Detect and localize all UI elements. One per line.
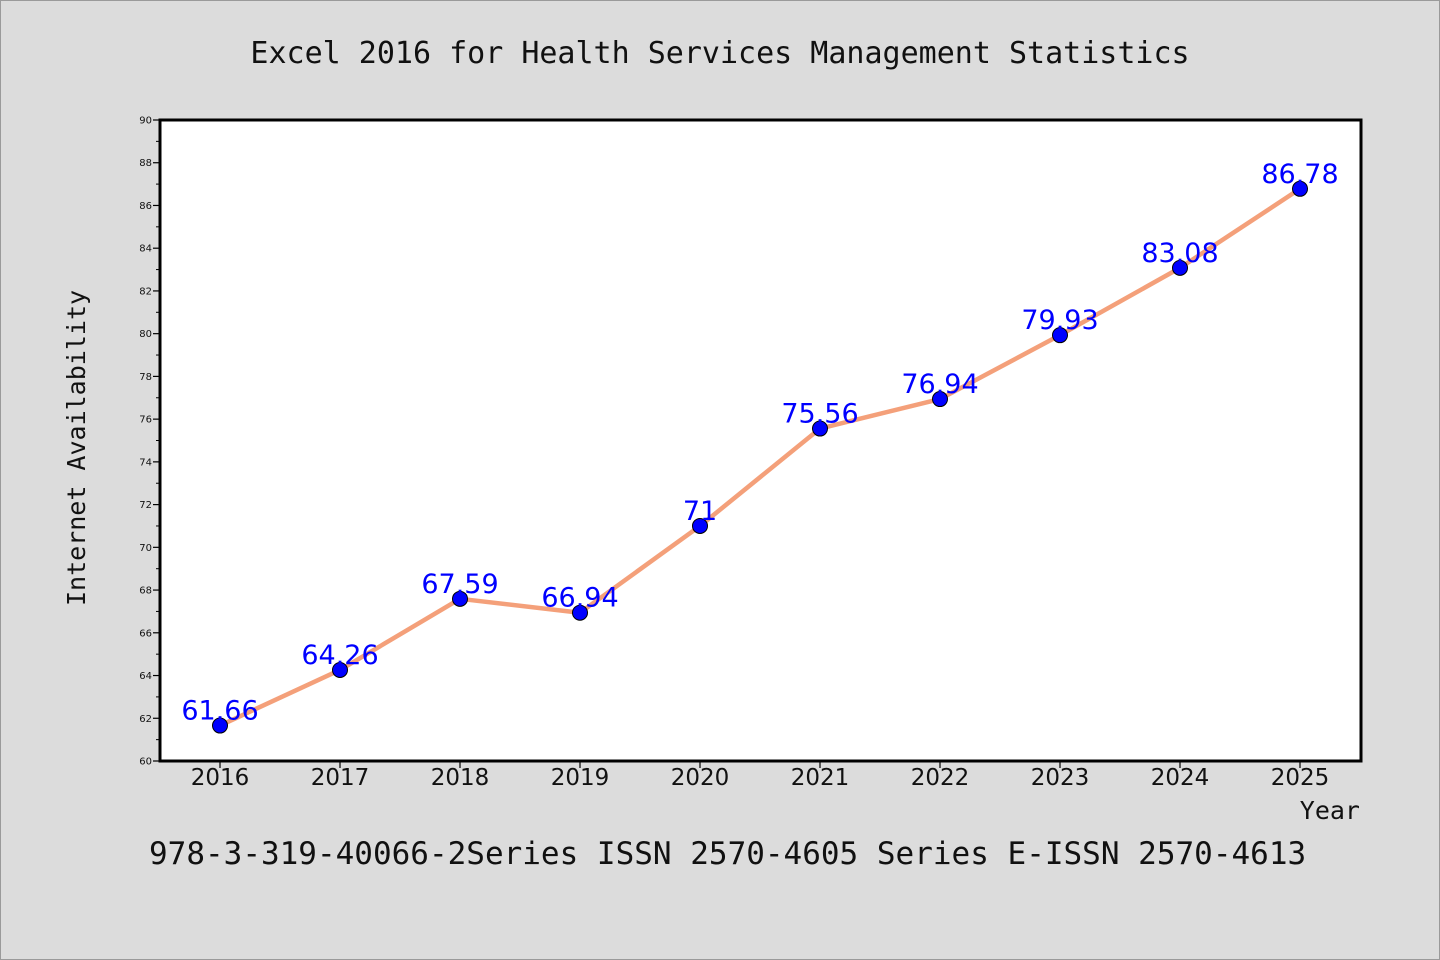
data-label: 79.93 (1021, 305, 1098, 336)
series-line (219, 186, 1302, 728)
data-point (692, 517, 708, 534)
x-tick-label: 2016 (191, 765, 250, 791)
y-tick-label: 62 (139, 714, 152, 725)
data-point (572, 604, 588, 621)
y-tick-label: 82 (139, 286, 152, 297)
footer-text: 978-3-319-40066-2Series ISSN 2570-4605 S… (149, 836, 1306, 872)
x-tick-label: 2021 (791, 765, 850, 791)
x-tick-label: 2019 (551, 765, 610, 791)
data-point (1292, 180, 1308, 197)
y-tick-label: 78 (139, 372, 152, 383)
data-point (1172, 259, 1188, 276)
data-label: 76.94 (901, 369, 978, 400)
y-tick-label: 76 (139, 415, 152, 426)
y-axis: 60 62 64 66 68 70 72 74 76 78 80 82 84 86 88 90 (139, 116, 160, 768)
data-label: 66.94 (541, 583, 618, 614)
y-tick-label: 66 (139, 628, 152, 639)
x-tick-label: 2017 (311, 765, 370, 791)
plot-area (158, 118, 1363, 763)
data-point (932, 391, 948, 408)
x-tick-label: 2022 (911, 765, 970, 791)
y-tick-label: 90 (139, 116, 152, 127)
x-axis-label: Year (1300, 796, 1360, 825)
data-label: 61.66 (181, 696, 258, 727)
y-tick-label: 64 (139, 671, 152, 682)
data-point (212, 717, 228, 734)
x-axis: 2016 2017 2018 2019 2020 2021 2022 2023 2024 2025 (191, 761, 1330, 791)
data-label: 75.56 (781, 399, 858, 430)
data-label: 71 (683, 496, 717, 527)
chart-title: Excel 2016 for Health Services Managemen… (250, 36, 1189, 71)
data-point (452, 590, 468, 607)
data-markers (212, 180, 1308, 734)
y-tick-label: 84 (139, 244, 152, 255)
y-tick-label: 80 (139, 329, 152, 340)
y-axis-label: Internet Availability (62, 290, 91, 606)
data-point (1052, 327, 1068, 344)
data-point (812, 420, 828, 437)
y-tick-label: 70 (139, 543, 152, 554)
y-tick-label: 60 (139, 757, 152, 768)
y-tick-label: 86 (139, 201, 152, 212)
y-tick-label: 74 (139, 457, 152, 468)
x-tick-label: 2025 (1271, 765, 1330, 791)
x-tick-label: 2020 (671, 765, 730, 791)
x-tick-label: 2024 (1151, 765, 1210, 791)
data-label: 67.59 (421, 569, 498, 600)
x-tick-label: 2018 (431, 765, 490, 791)
data-point (332, 661, 348, 678)
series-line-group (219, 186, 1302, 728)
y-tick-label: 72 (139, 500, 152, 511)
data-label: 64.26 (301, 640, 378, 671)
x-tick-label: 2023 (1031, 765, 1090, 791)
data-labels: 61.66 64.26 67.59 66.94 71 75.56 76.94 79.93 83.… (181, 159, 1338, 727)
data-label: 86.78 (1261, 159, 1338, 190)
y-tick-label: 68 (139, 586, 152, 597)
data-label: 83.08 (1141, 238, 1218, 269)
y-tick-label: 88 (139, 158, 152, 169)
